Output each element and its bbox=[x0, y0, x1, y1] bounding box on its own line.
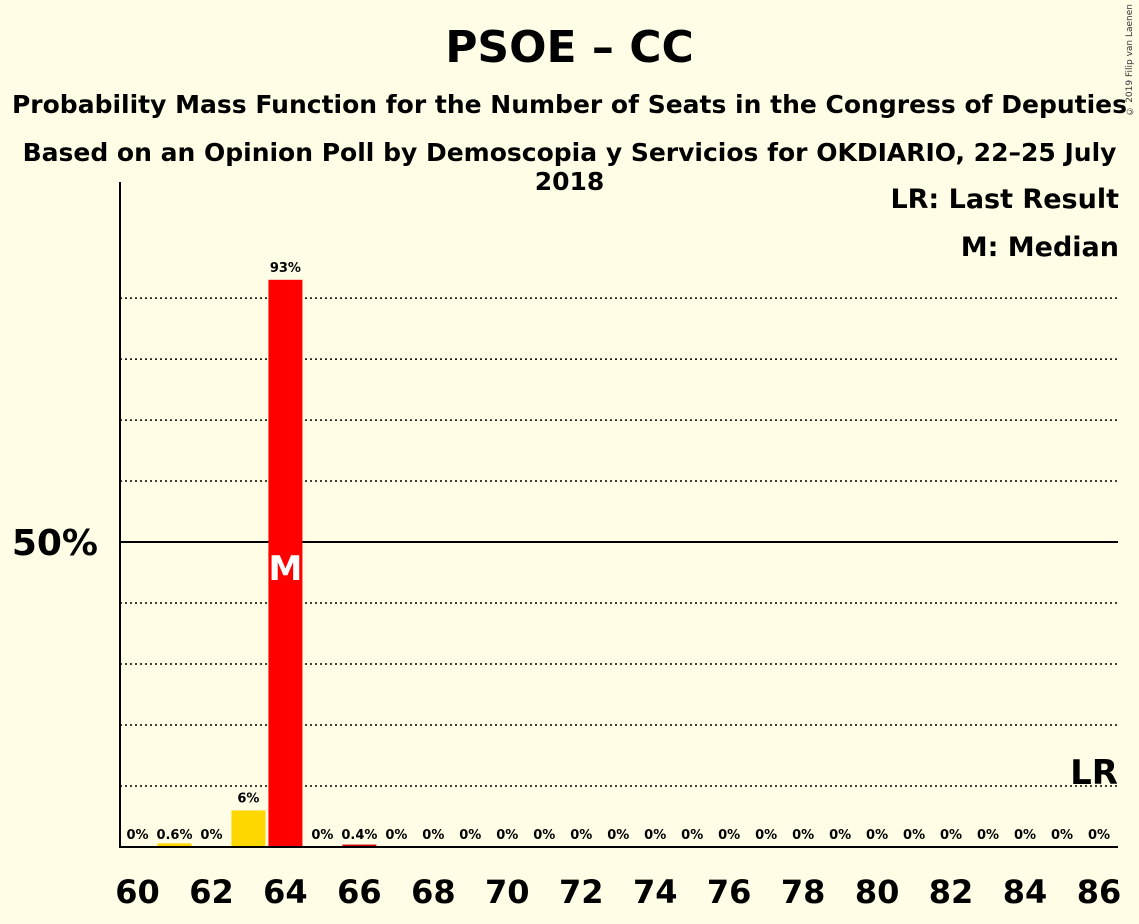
bar-value-label: 0% bbox=[570, 828, 592, 843]
bar-value-label: 0% bbox=[829, 828, 851, 843]
x-tick-label: 66 bbox=[337, 873, 382, 911]
bar-value-label: 0% bbox=[1014, 828, 1036, 843]
bar-value-label: 0% bbox=[644, 828, 666, 843]
x-tick-label: 62 bbox=[189, 873, 234, 911]
bar-value-label: 0% bbox=[385, 828, 407, 843]
bar-value-label: 6% bbox=[237, 791, 259, 806]
y-tick-label: 50% bbox=[12, 523, 98, 564]
bar-value-label: 0% bbox=[718, 828, 740, 843]
x-tick-label: 72 bbox=[559, 873, 604, 911]
bar-value-label: 0% bbox=[792, 828, 814, 843]
x-tick-label: 68 bbox=[411, 873, 456, 911]
bar-value-label: 0% bbox=[533, 828, 555, 843]
x-tick-label: 74 bbox=[633, 873, 678, 911]
bar-value-label: 0% bbox=[755, 828, 777, 843]
bar-value-label: 0% bbox=[311, 828, 333, 843]
bar-value-label: 0% bbox=[1051, 828, 1073, 843]
bar-value-label: 0% bbox=[126, 828, 148, 843]
last-result-marker: LR bbox=[1070, 753, 1118, 793]
bar-value-label: 0% bbox=[422, 828, 444, 843]
bar-seat-61 bbox=[157, 843, 192, 847]
bar-value-label: 0.4% bbox=[341, 828, 377, 843]
legend-median: M: Median bbox=[960, 232, 1119, 263]
bar-value-label: 0% bbox=[607, 828, 629, 843]
x-tick-label: 82 bbox=[929, 873, 974, 911]
bar-seat-63 bbox=[231, 810, 266, 847]
bar-value-label: 0% bbox=[496, 828, 518, 843]
bar-value-label: 0% bbox=[903, 828, 925, 843]
x-tick-label: 64 bbox=[263, 873, 308, 911]
median-marker: M bbox=[268, 549, 302, 589]
x-tick-label: 84 bbox=[1003, 873, 1048, 911]
bar-seat-64 bbox=[268, 279, 303, 847]
bar-value-label: 0% bbox=[866, 828, 888, 843]
bar-value-label: 93% bbox=[270, 261, 301, 276]
bar-seat-66 bbox=[342, 844, 377, 847]
chart-subtitle-source: Based on an Opinion Poll by Demoscopia y… bbox=[22, 138, 1117, 196]
x-tick-label: 60 bbox=[115, 873, 160, 911]
bar-value-label: 0% bbox=[681, 828, 703, 843]
bar-value-label: 0% bbox=[940, 828, 962, 843]
chart-title: PSOE – CC bbox=[445, 22, 694, 73]
bar-value-label: 0% bbox=[1088, 828, 1110, 843]
bar-value-label: 0.6% bbox=[156, 828, 192, 843]
legend-last-result: LR: Last Result bbox=[890, 184, 1119, 215]
x-tick-label: 80 bbox=[855, 873, 900, 911]
bar-value-label: 0% bbox=[200, 828, 222, 843]
x-tick-label: 86 bbox=[1077, 873, 1122, 911]
bar-value-label: 0% bbox=[977, 828, 999, 843]
chart-subtitle: Probability Mass Function for the Number… bbox=[11, 90, 1128, 119]
x-tick-label: 70 bbox=[485, 873, 530, 911]
x-tick-label: 78 bbox=[781, 873, 826, 911]
bar-value-label: 0% bbox=[459, 828, 481, 843]
x-tick-label: 76 bbox=[707, 873, 752, 911]
